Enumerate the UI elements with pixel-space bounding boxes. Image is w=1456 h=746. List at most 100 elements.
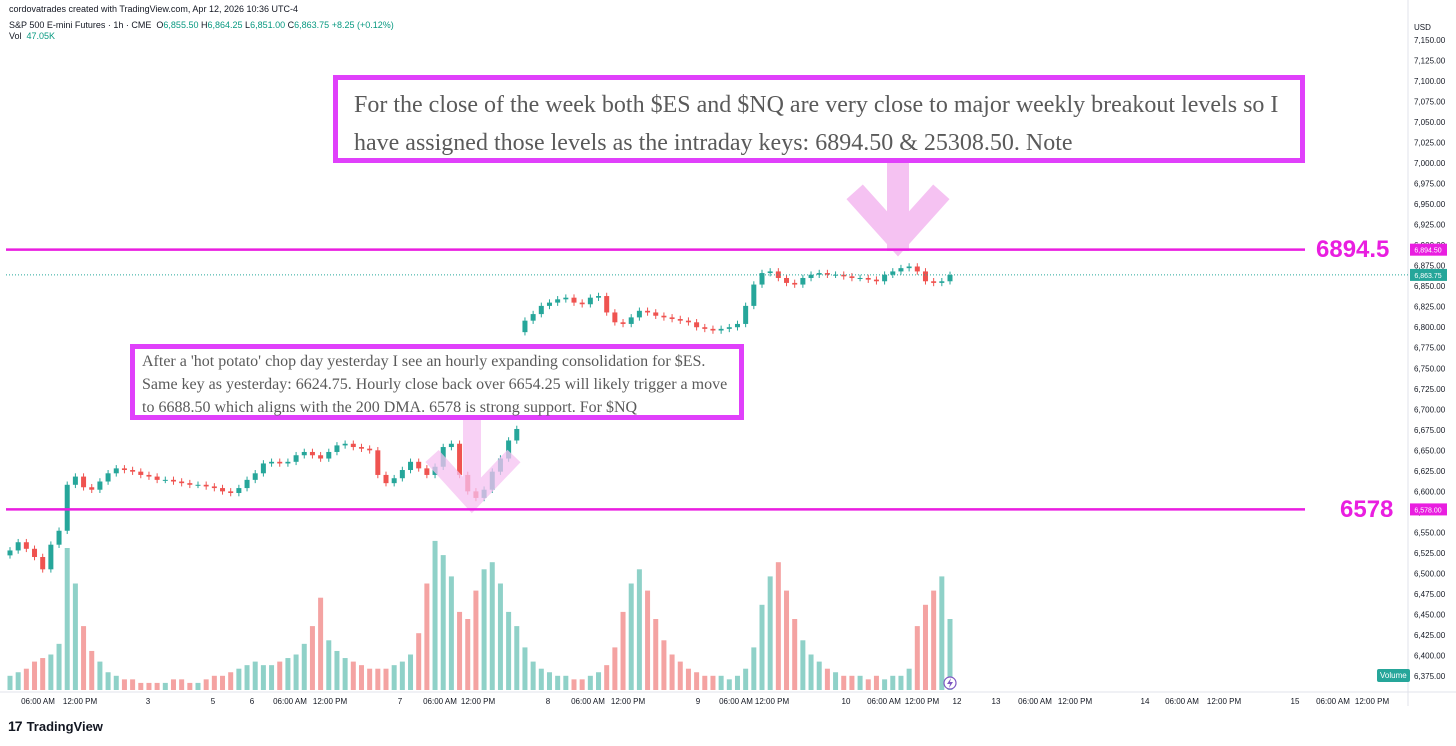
- candle-body: [326, 451, 332, 459]
- candle-body: [538, 305, 544, 315]
- tradingview-logo[interactable]: 17 TradingView: [8, 718, 103, 734]
- candle-body: [391, 478, 397, 484]
- candle-body: [718, 328, 724, 331]
- candle-body: [906, 266, 912, 269]
- volume-bar: [162, 682, 168, 690]
- candle-body: [922, 271, 928, 282]
- volume-bar: [767, 576, 773, 690]
- candle-body: [342, 443, 348, 446]
- x-tick-label: 6: [250, 697, 255, 706]
- volume-bar: [947, 619, 953, 690]
- x-tick-label: 12:00 PM: [313, 697, 348, 706]
- candle-body: [367, 448, 373, 451]
- volume-bar: [383, 668, 389, 690]
- tradingview-brand: TradingView: [26, 718, 103, 734]
- volume-bar: [424, 583, 430, 690]
- candle-body: [800, 277, 806, 285]
- candle-body: [15, 542, 21, 551]
- volume-bar: [350, 661, 356, 690]
- volume-bar: [408, 654, 414, 690]
- candle-body: [399, 470, 405, 479]
- candle-body: [162, 479, 168, 481]
- candle-body: [269, 461, 275, 464]
- candle-body: [113, 468, 119, 474]
- volume-bar: [669, 654, 675, 690]
- volume-bar: [416, 633, 422, 690]
- volume-bar: [228, 672, 234, 690]
- candle-body: [726, 327, 732, 329]
- volume-bar: [800, 640, 806, 690]
- high-value: 6,864.25: [207, 20, 243, 30]
- volume-bar: [252, 661, 258, 690]
- candle-body: [81, 476, 87, 488]
- volume-bar: [367, 668, 373, 690]
- candle-body: [170, 479, 176, 482]
- candle-body: [636, 310, 642, 318]
- candle-body: [424, 468, 430, 475]
- candle-body: [694, 322, 700, 328]
- candle-body: [873, 279, 879, 282]
- volume-bar: [914, 626, 920, 690]
- volume-bar: [326, 640, 332, 690]
- candle-body: [587, 297, 593, 305]
- candle-body: [546, 302, 552, 306]
- candle-body: [661, 315, 667, 318]
- volume-bar: [457, 611, 463, 690]
- candle-body: [702, 327, 708, 329]
- volume-bar: [661, 640, 667, 690]
- x-tick-label: 12:00 PM: [905, 697, 940, 706]
- x-tick-label: 5: [211, 697, 216, 706]
- currency-label: USD: [1414, 23, 1431, 32]
- annotation-note-top: For the close of the week both $ES and $…: [333, 75, 1305, 163]
- y-tick-label: 7,125.00: [1414, 57, 1446, 66]
- open-value: 6,855.50: [163, 20, 199, 30]
- x-tick-label: 06:00 AM: [21, 697, 55, 706]
- volume-bar: [530, 661, 536, 690]
- y-tick-label: 6,375.00: [1414, 672, 1446, 681]
- candle-body: [416, 461, 422, 469]
- candle-body: [383, 474, 389, 484]
- volume-bar: [922, 604, 928, 690]
- candle-body: [105, 473, 111, 482]
- level-high-text: 6894.5: [1316, 236, 1390, 263]
- volume-bar: [726, 679, 732, 690]
- volume-bar: [481, 569, 487, 690]
- x-tick-label: 12:00 PM: [1207, 697, 1242, 706]
- x-tick-label: 15: [1291, 697, 1300, 706]
- volume-bar: [939, 576, 945, 690]
- volume-bar: [277, 661, 283, 690]
- candle-body: [898, 268, 904, 272]
- volume-bar: [7, 675, 13, 690]
- candle-body: [612, 312, 618, 323]
- candle-body: [784, 277, 790, 283]
- volume-bar: [236, 668, 242, 690]
- volume-pane-badge[interactable]: Volume: [1377, 669, 1410, 682]
- candle-body: [669, 317, 675, 320]
- x-tick-label: 12:00 PM: [63, 697, 98, 706]
- close-value: 6,863.75: [294, 20, 330, 30]
- candle-body: [579, 302, 585, 305]
- volume-bar: [555, 675, 561, 690]
- x-tick-label: 06:00 AM: [719, 697, 753, 706]
- candle-body: [563, 297, 569, 300]
- candle-body: [448, 443, 454, 448]
- y-tick-label: 6,800.00: [1414, 323, 1446, 332]
- candle-body: [375, 450, 381, 475]
- y-tick-label: 7,025.00: [1414, 139, 1446, 148]
- volume-bar: [81, 626, 87, 690]
- y-tick-label: 6,700.00: [1414, 405, 1446, 414]
- volume-bar: [358, 665, 364, 690]
- y-tick-label: 6,475.00: [1414, 590, 1446, 599]
- y-tick-label: 6,875.00: [1414, 262, 1446, 271]
- y-tick-label: 6,825.00: [1414, 303, 1446, 312]
- pointer-arrow-icon: [846, 159, 950, 257]
- volume-bar: [72, 583, 78, 690]
- volume-bar: [694, 672, 700, 690]
- volume-bar: [195, 682, 201, 690]
- volume-bar: [538, 668, 544, 690]
- low-label: L: [245, 20, 251, 30]
- y-tick-label: 7,100.00: [1414, 77, 1446, 86]
- candle-body: [685, 320, 691, 323]
- x-tick-label: 9: [696, 697, 701, 706]
